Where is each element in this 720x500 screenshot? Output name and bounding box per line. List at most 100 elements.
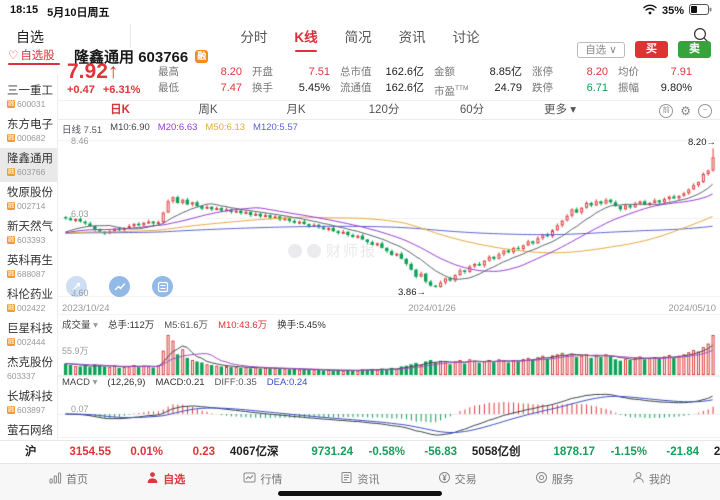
watchlist-stock-name: 英科再生: [7, 255, 53, 267]
watchlist-item-002714[interactable]: 牧原股份融 002714: [0, 182, 57, 216]
tab-简况[interactable]: 简况: [344, 30, 372, 45]
watchlist-stock-name: 长城科技: [7, 391, 53, 403]
nav-我的[interactable]: 我的: [632, 471, 671, 487]
stat-涨停: 涨停 8.20: [532, 66, 608, 78]
market-trend-icon: [243, 471, 256, 487]
watchlist-stock-name: 科伦药业: [7, 289, 53, 301]
up-arrow-icon: ↑: [107, 60, 119, 83]
nav-交易[interactable]: 交易: [438, 471, 477, 487]
period-bar: 日K 周K 月K 120分 60分 更多 ▾ 前 ⚙ −: [58, 100, 720, 120]
watchlist-stock-code: 603393: [17, 235, 46, 245]
watchlist-item-002422[interactable]: 科伦药业融 002422: [0, 284, 57, 318]
watchlist-stock-name: 杰克股份: [7, 357, 53, 369]
collapse-icon[interactable]: −: [698, 104, 712, 118]
stat-振幅: 振幅 9.80%: [618, 81, 692, 94]
watchlist-stock-code: 688087: [17, 269, 46, 279]
margin-badge: 融: [7, 406, 15, 414]
nav-资讯[interactable]: 资讯: [340, 471, 379, 487]
kline-legend: 日线 7.51 M10:6.90 M20:6.63 M50:6.13 M120:…: [62, 122, 298, 136]
watchlist-stock-name: 东方电子: [7, 119, 53, 131]
period-月K[interactable]: 月K: [286, 104, 306, 116]
sell-button[interactable]: 卖: [678, 41, 711, 58]
watchlist-stock-name: 萤石网络: [7, 425, 53, 437]
wifi-icon: [643, 4, 657, 18]
volume-scale-label: 55.9万: [62, 346, 89, 356]
status-date: 5月10日周五: [47, 7, 110, 19]
trend-tool-button[interactable]: [109, 276, 130, 297]
watchlist-item-002444[interactable]: 巨星科技融 002444: [0, 318, 57, 352]
y-axis-min: 3.60: [71, 288, 89, 298]
tab-K线[interactable]: K线: [294, 26, 317, 52]
nav-自选[interactable]: 自选: [146, 471, 185, 487]
battery-icon: [689, 4, 712, 18]
watchlist-item-600031[interactable]: 三一重工融 600031: [0, 80, 57, 114]
gear-icon[interactable]: ⚙: [680, 103, 691, 118]
nav-服务[interactable]: 服务: [535, 471, 574, 487]
watchlist-stock-name: 巨星科技: [7, 323, 53, 335]
stat-流通值: 流通值 162.6亿: [340, 81, 424, 94]
watchlist-item-603337[interactable]: 杰克股份 603337: [0, 352, 57, 386]
stock-code: 603766: [138, 49, 189, 66]
watchlist-stock-code: 002422: [17, 303, 46, 313]
group-dropdown-button[interactable]: 自选 ∨: [577, 42, 625, 58]
y-axis-max: 8.46: [71, 136, 89, 146]
period-周K[interactable]: 周K: [198, 104, 218, 116]
low-annotation: 3.86→: [398, 287, 426, 298]
index-沪[interactable]: 沪 3154.55 0.01% 0.23 4067亿: [25, 446, 267, 458]
watchlist-item-000682[interactable]: 东方电子融 000682: [0, 114, 57, 148]
list-tool-button[interactable]: [152, 276, 173, 297]
watchlist-stock-code: 603897: [17, 405, 46, 415]
watchlist-item-603766[interactable]: 隆鑫通用融 603766: [0, 148, 57, 182]
period-日K[interactable]: 日K: [110, 104, 130, 116]
margin-badge: 融: [7, 270, 15, 278]
adjust-rehab-icon[interactable]: 前: [659, 104, 674, 118]
status-bar: 18:15 5月10日周五 35%: [0, 0, 720, 20]
stock-title: 隆鑫通用 603766 融: [74, 46, 209, 67]
draw-tool-button[interactable]: [66, 276, 87, 297]
watchlist-stock-code: 603766: [17, 167, 46, 177]
watchlist-stock-name: 隆鑫通用: [7, 153, 53, 165]
chart-region: 日线 7.51 M10:6.90 M20:6.63 M50:6.13 M120:…: [58, 120, 720, 440]
margin-badge: 融: [7, 100, 15, 108]
clock: 18:15: [10, 4, 39, 16]
stat-最低: 最低 7.47: [158, 81, 242, 94]
stat-换手: 换手 5.45%: [252, 81, 330, 94]
stat-金额: 金额 8.85亿: [434, 66, 522, 78]
nav-首页[interactable]: 首页: [49, 471, 88, 487]
battery-percent: 35%: [661, 5, 684, 17]
watchlist-stock-name: 新天然气: [7, 221, 53, 233]
header-divider: [130, 24, 131, 48]
margin-badge: 融: [7, 236, 15, 244]
buy-button[interactable]: 买: [635, 41, 668, 58]
bottom-nav: 首页 自选 行情 资讯 交易 服务 我的: [0, 463, 720, 500]
tab-资讯[interactable]: 资讯: [398, 30, 426, 45]
home-indicator[interactable]: [278, 491, 442, 496]
margin-badge: 融: [195, 50, 209, 63]
macd-scale-label: 0.07: [71, 404, 89, 414]
margin-badge: 融: [7, 134, 15, 142]
watchlist-item-688087[interactable]: 英科再生融 688087: [0, 250, 57, 284]
margin-badge: 融: [7, 202, 15, 210]
favorite-stocks-tab[interactable]: ♡ 自选股: [8, 50, 55, 62]
watchlist-stock-code: 600031: [17, 99, 46, 109]
tab-讨论[interactable]: 讨论: [452, 30, 480, 45]
index-深[interactable]: 深 9731.24 -0.58% -56.83 5058亿: [267, 446, 509, 458]
margin-badge: 融: [7, 338, 15, 346]
watchlist-item-603897[interactable]: 长城科技融 603897: [0, 386, 57, 420]
stat-总市值: 总市值 162.6亿: [340, 66, 424, 78]
market-index-bar: 沪 3154.55 0.01% 0.23 4067亿深 9731.24 -0.58% -56.…: [0, 440, 720, 463]
period-120分[interactable]: 120分: [368, 104, 400, 116]
trade-yen-icon: [438, 471, 451, 487]
margin-badge: 融: [7, 168, 15, 176]
tab-分时[interactable]: 分时: [240, 30, 268, 45]
nav-行情[interactable]: 行情: [243, 471, 282, 487]
watchlist-section-title[interactable]: 自选: [16, 29, 44, 45]
current-price: 7.92↑: [67, 60, 119, 83]
watermark: 财师报: [288, 240, 377, 261]
watchlist-item-萤石网络[interactable]: 萤石网络: [0, 420, 57, 440]
period-更多▾[interactable]: 更多 ▾: [544, 104, 576, 116]
watchlist-item-603393[interactable]: 新天然气融 603393: [0, 216, 57, 250]
news-doc-icon: [340, 471, 353, 487]
period-60分[interactable]: 60分: [459, 104, 485, 116]
